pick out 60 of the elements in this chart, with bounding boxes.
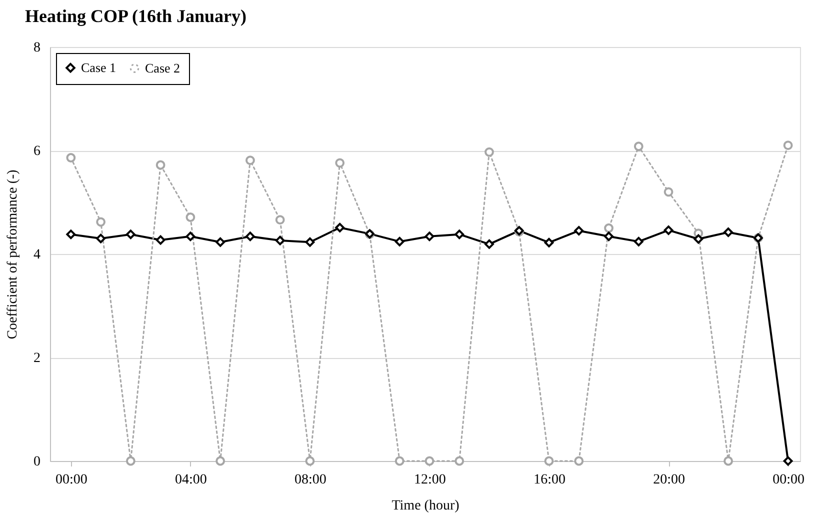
point — [156, 160, 166, 170]
point — [604, 232, 614, 242]
point — [66, 230, 76, 240]
x-tick-label: 00:00 — [772, 472, 804, 488]
point — [783, 140, 793, 150]
point — [186, 212, 196, 222]
legend-label: Case 2 — [145, 60, 180, 76]
point — [335, 158, 345, 168]
point — [275, 236, 285, 246]
point — [724, 228, 733, 237]
point — [694, 234, 704, 244]
point — [394, 236, 404, 246]
point — [454, 230, 464, 240]
point — [66, 153, 76, 162]
point — [783, 456, 793, 466]
point — [664, 187, 674, 197]
point — [216, 456, 226, 466]
point — [424, 232, 434, 242]
point — [335, 222, 345, 232]
y-tick-label: 8 — [34, 40, 40, 56]
point — [245, 232, 255, 242]
point — [604, 223, 614, 233]
point — [634, 236, 644, 246]
x-tick-label: 00:00 — [55, 472, 88, 488]
y-tick-label: 4 — [34, 248, 40, 262]
point — [305, 456, 315, 466]
x-tick-label: 16:00 — [534, 472, 566, 488]
chart-title: Heating COP (16th January) — [25, 6, 247, 26]
y-tick-label: 0 — [34, 454, 40, 470]
point — [574, 226, 584, 236]
point — [634, 142, 644, 152]
point — [544, 456, 554, 466]
y-tick-label: 6 — [34, 144, 40, 159]
point — [544, 238, 554, 248]
point — [574, 456, 584, 466]
point — [126, 230, 136, 240]
point — [724, 456, 733, 466]
x-tick-label: 12:00 — [414, 472, 446, 488]
point — [484, 239, 494, 249]
x-tick-label: 04:00 — [174, 472, 207, 488]
point — [394, 456, 404, 466]
point — [216, 237, 226, 247]
point — [186, 232, 196, 242]
legend-label: Case 1 — [81, 60, 116, 75]
y-axis-title: Coefficient of performance (-) — [6, 169, 20, 340]
x-tick-label: 20:00 — [653, 472, 685, 488]
point — [454, 456, 464, 466]
point — [424, 456, 434, 466]
point — [96, 234, 106, 244]
point — [664, 225, 674, 235]
point — [96, 217, 106, 227]
point — [156, 235, 166, 245]
x-tick-label: 08:00 — [294, 472, 326, 488]
x-axis-title: Time (hour) — [392, 498, 460, 514]
point — [126, 456, 136, 466]
y-tick-label: 2 — [34, 351, 40, 366]
point — [275, 215, 285, 225]
point — [484, 147, 494, 157]
point — [305, 237, 315, 247]
point — [245, 156, 255, 166]
